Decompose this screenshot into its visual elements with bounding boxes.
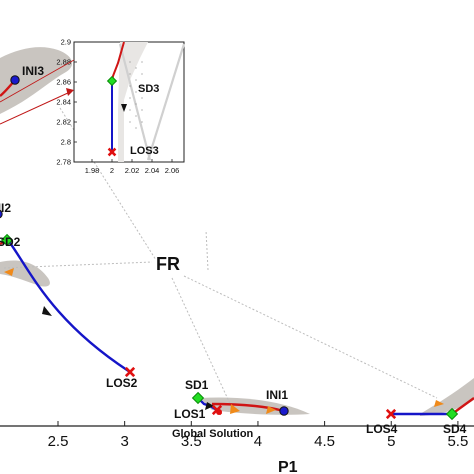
label-los4: LOS4 bbox=[366, 422, 398, 436]
inset-y-tick-label: 2.88 bbox=[56, 58, 71, 67]
marker-los4 bbox=[385, 408, 397, 420]
region-band-sd2 bbox=[0, 260, 50, 287]
callout-arrow-2 bbox=[0, 59, 75, 103]
inset-y-tick-label: 2.84 bbox=[56, 98, 71, 107]
inset-y-tick-label: 2.82 bbox=[56, 118, 71, 127]
marker-ini1 bbox=[279, 406, 289, 416]
main-x-tick-label: 3 bbox=[120, 433, 128, 450]
inset-y-tick-label: 2.9 bbox=[61, 38, 71, 47]
main-x-tick-label: 5.5 bbox=[447, 433, 468, 450]
inset-x-tick-label: 2.02 bbox=[125, 166, 140, 175]
callout-arrowhead bbox=[66, 88, 74, 96]
arrowhead-sd2-blue bbox=[42, 306, 52, 316]
inset-dots bbox=[129, 61, 143, 129]
main-x-tick-label: 2.5 bbox=[48, 433, 69, 450]
inset-y-tick-label: 2.8 bbox=[61, 138, 71, 147]
inset-x-tick-label: 2.04 bbox=[145, 166, 160, 175]
inset-y-tick-label: 2.78 bbox=[56, 158, 71, 167]
direction-arrows bbox=[4, 268, 444, 414]
inset-panel: 1.98 2 2.02 2.04 2.06 2.78 2.8 2.82 2.84 2.86 2.88… bbox=[56, 38, 186, 176]
region-band-ini3 bbox=[0, 47, 73, 114]
inset-arrowhead bbox=[121, 104, 127, 112]
main-x-tick-label: 4 bbox=[254, 433, 262, 450]
inset-ticks: 1.98 2 2.02 2.04 2.06 2.78 2.8 2.82 2.84 2.86 2.88… bbox=[56, 38, 179, 176]
global-solution-point bbox=[216, 409, 222, 415]
red-path-ini1 bbox=[211, 402, 285, 413]
arrowhead-orange-sd4 bbox=[434, 400, 444, 407]
label-global-solution: Global Solution bbox=[172, 428, 254, 440]
inset-boundary-b bbox=[146, 43, 186, 161]
main-x-ticks: 2.5 3 3.5 4 4.5 5 5.5 bbox=[48, 421, 468, 450]
inset-x-tick-label: 1.98 bbox=[85, 166, 100, 175]
blue-path-los2 bbox=[7, 239, 131, 374]
point-markers bbox=[0, 75, 459, 421]
inset-boundary-a bbox=[118, 43, 152, 161]
label-sd1: SD1 bbox=[185, 378, 209, 392]
label-ini2: INI2 bbox=[0, 201, 11, 215]
marker-ini3 bbox=[10, 75, 20, 85]
marker-sd4 bbox=[445, 407, 459, 421]
label-los2: LOS2 bbox=[106, 376, 138, 390]
main-x-tick-label: 5 bbox=[387, 433, 395, 450]
inset-x-tick-label: 2 bbox=[110, 166, 114, 175]
main-x-tick-label: 3.5 bbox=[181, 433, 202, 450]
label-sd2: SD2 bbox=[0, 235, 21, 249]
fr-guides bbox=[3, 107, 438, 409]
inset-region bbox=[118, 42, 148, 162]
arrowhead-sd1 bbox=[205, 402, 214, 410]
marker-los2 bbox=[124, 366, 136, 378]
label-los1: LOS1 bbox=[174, 407, 206, 421]
x-axis-label: P1 bbox=[278, 459, 298, 474]
marker-sd1 bbox=[191, 391, 205, 405]
label-ini1: INI1 bbox=[266, 388, 288, 402]
red-path-sd4 bbox=[451, 397, 474, 415]
label-sd3: SD3 bbox=[138, 83, 159, 95]
label-ini3: INI3 bbox=[22, 64, 44, 78]
inset-marker-los3 bbox=[107, 147, 117, 157]
marker-ini2 bbox=[0, 209, 3, 219]
label-sd4: SD4 bbox=[443, 422, 467, 436]
callout-arrow bbox=[0, 91, 71, 125]
arrowhead-orange-sd2 bbox=[4, 268, 14, 276]
marker-sd2 bbox=[0, 233, 14, 247]
inset-marker-sd3 bbox=[106, 75, 118, 87]
inset-y-tick-label: 2.86 bbox=[56, 78, 71, 87]
main-x-tick-label: 4.5 bbox=[314, 433, 335, 450]
label-los3: LOS3 bbox=[130, 145, 159, 157]
inset-x-tick-label: 2.06 bbox=[165, 166, 180, 175]
label-fr: FR bbox=[156, 254, 180, 274]
arrowhead-orange-ini1-a bbox=[230, 404, 240, 414]
inset-markers bbox=[106, 75, 118, 157]
region-band-sd4 bbox=[420, 378, 474, 416]
arrowhead-orange-ini1-b bbox=[266, 406, 276, 414]
